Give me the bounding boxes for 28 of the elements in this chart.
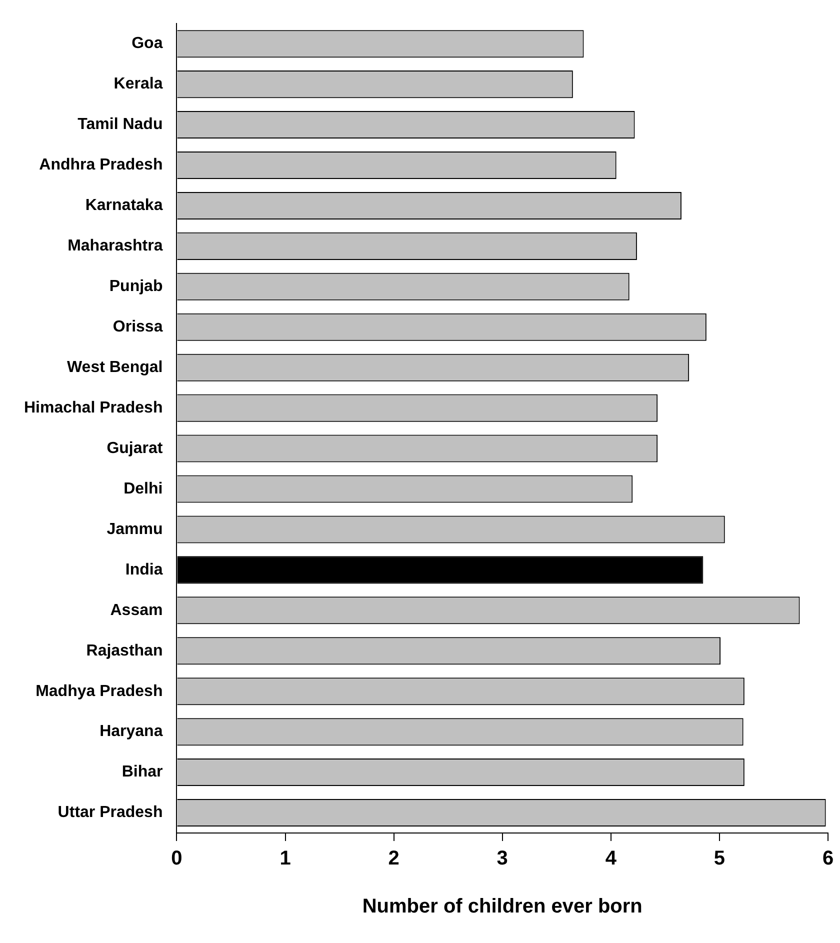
y-tick-label: Gujarat [106,440,164,457]
y-tick-label: Rajasthan [86,642,163,660]
y-tick-label: Karnataka [85,197,163,214]
y-tick-label: Bihar [122,764,163,781]
y-tick-label: West Bengal [66,359,163,376]
x-tick-label: 2 [388,848,400,870]
y-tick-label: Uttar Pradesh [58,804,163,822]
x-axis-title: Number of children ever born [362,896,642,918]
y-tick-label: India [125,561,163,578]
y-tick-label: Assam [110,602,163,619]
y-tick-label: Maharashtra [68,238,163,255]
x-tick-label: 1 [280,848,291,870]
y-tick-label: Haryana [100,723,163,740]
y-tick-label: Delhi [124,480,163,498]
y-tick-label: Andhra Pradesh [39,156,163,174]
y-tick-label: Madhya Pradesh [36,682,163,700]
x-tick-label: 0 [171,848,182,870]
y-tick-label: Goa [132,35,163,52]
x-tick-label: 5 [714,848,726,870]
x-tick-label: 6 [822,848,834,870]
y-tick-label: Orissa [112,318,163,336]
y-tick-label: Himachal Pradesh [24,399,163,416]
x-tick-label: 3 [496,848,508,870]
y-tick-label: Tamil Nadu [78,116,163,134]
y-tick-label: Kerala [114,76,163,93]
y-tick-label: Punjab [109,278,163,296]
y-tick-label: Jammu [106,520,163,538]
x-tick-label: 4 [605,848,618,870]
